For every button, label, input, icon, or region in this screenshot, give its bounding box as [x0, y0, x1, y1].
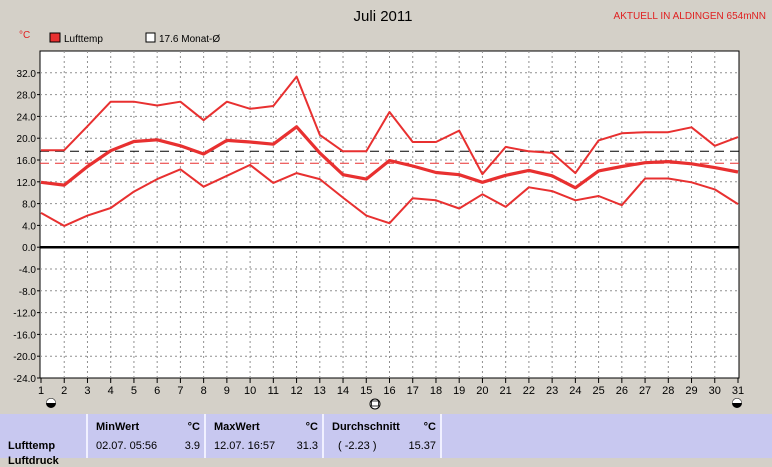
x-tick-label: 18	[430, 385, 442, 397]
y-tick-label: 24.0	[17, 112, 37, 123]
x-tick-label: 10	[244, 385, 256, 397]
x-tick-label: 28	[662, 385, 674, 397]
x-tick-label: 4	[108, 385, 114, 397]
chart-title: Juli 2011	[354, 8, 413, 25]
y-tick-label: 0.0	[22, 243, 36, 254]
reference-lines	[40, 150, 739, 164]
average-value-cell: Durchschnitt °C ( -2.23 ) 15.37	[322, 414, 440, 458]
y-tick-label: 8.0	[22, 200, 36, 211]
series-lines	[40, 75, 739, 227]
x-tick-label: 20	[476, 385, 488, 397]
x-tick-label: 31	[732, 385, 744, 397]
avg-delta: ( -2.23 )	[338, 440, 377, 452]
min-header: MinWert	[96, 421, 140, 433]
stats-row-label: Lufttemp	[8, 440, 56, 452]
y-unit-label: °C	[19, 30, 30, 41]
x-tick-label: 17	[407, 385, 419, 397]
y-tick-label: 16.0	[17, 156, 37, 167]
y-tick-label: -24.0	[13, 374, 36, 385]
max-value: 31.3	[296, 440, 318, 452]
grid	[40, 51, 739, 378]
x-tick-label: 27	[639, 385, 651, 397]
y-tick-label: 4.0	[22, 221, 36, 232]
x-tick-label: 11	[268, 385, 279, 397]
series-line-min	[40, 163, 739, 227]
x-tick-label: 25	[592, 385, 604, 397]
legend-label-monthly-avg: 17.6 Monat-Ø	[159, 34, 220, 45]
station-label: AKTUELL IN ALDINGEN 654mNN	[614, 11, 766, 22]
y-tick-label: 28.0	[17, 91, 37, 102]
x-tick-label: 23	[546, 385, 558, 397]
x-tick-label: 19	[453, 385, 465, 397]
day-marker-15[interactable]	[369, 398, 381, 410]
x-tick-label: 24	[569, 385, 581, 397]
empty-cell	[440, 414, 772, 458]
legend-swatch-lufttemp	[49, 32, 61, 43]
y-tick-label: -4.0	[19, 265, 37, 276]
min-date: 02.07. 05:56	[96, 440, 158, 452]
series-line-mean	[40, 125, 739, 190]
x-tick-label: 3	[84, 385, 90, 397]
max-unit: °C	[305, 421, 318, 433]
x-tick-label: 5	[131, 385, 137, 397]
x-tick-label: 30	[709, 385, 721, 397]
x-axis: 1 2 3 4 5 6 7 8 9 10 11 12 13 14 15 16 17 18 19 20 21 22 23 24 2…	[38, 378, 744, 397]
legend-swatch-monthly-avg	[145, 32, 156, 43]
x-tick-label: 21	[500, 385, 512, 397]
y-tick-label: 32.0	[17, 69, 37, 80]
plot-area	[39, 50, 740, 379]
series-line-max	[41, 75, 739, 176]
x-tick-label: 12	[290, 385, 302, 397]
y-tick-label: -12.0	[13, 309, 36, 320]
max-date: 12.07. 16:57	[214, 440, 276, 452]
x-tick-label: 6	[154, 385, 160, 397]
day-marker-31[interactable]	[732, 398, 742, 408]
x-tick-label: 2	[61, 385, 67, 397]
y-tick-label: -16.0	[13, 330, 36, 341]
min-value: 3.9	[184, 440, 200, 452]
min-value-cell: MinWert °C 02.07. 05:56 3.9	[86, 414, 204, 458]
avg-value: 15.37	[408, 440, 436, 452]
stats-row-label-2: Luftdruck	[8, 455, 59, 467]
temperature-chart: 32.0 28.0 24.0 20.0 16.0 12.0 8.0 4.0 0.0 -4.0 -8.…	[13, 8, 766, 410]
legend-label-lufttemp: Lufttemp	[64, 34, 103, 45]
avg-header: Durchschnitt	[332, 421, 400, 433]
x-tick-label: 29	[685, 385, 697, 397]
y-tick-label: 12.0	[17, 178, 37, 189]
x-tick-label: 7	[177, 385, 183, 397]
x-tick-label: 13	[314, 385, 326, 397]
x-tick-label: 14	[337, 385, 349, 397]
y-tick-label: -20.0	[13, 352, 36, 363]
min-unit: °C	[187, 421, 200, 433]
x-tick-label: 1	[38, 385, 44, 397]
avg-unit: °C	[423, 421, 436, 433]
x-tick-label: 22	[523, 385, 535, 397]
x-tick-label: 15	[360, 385, 372, 397]
x-tick-label: 9	[224, 385, 230, 397]
x-tick-label: 8	[201, 385, 207, 397]
y-tick-label: 20.0	[17, 134, 37, 145]
statistics-panel: Lufttemp Luftdruck MinWert °C 02.07. 05:…	[0, 414, 772, 467]
x-tick-label: 26	[616, 385, 628, 397]
y-axis: 32.0 28.0 24.0 20.0 16.0 12.0 8.0 4.0 0.0 -4.0 -8.…	[13, 69, 40, 385]
max-value-cell: MaxWert °C 12.07. 16:57 31.3	[204, 414, 322, 458]
y-tick-label: -8.0	[19, 287, 37, 298]
max-header: MaxWert	[214, 421, 260, 433]
day-marker-1[interactable]	[46, 398, 56, 408]
x-tick-label: 16	[383, 385, 395, 397]
